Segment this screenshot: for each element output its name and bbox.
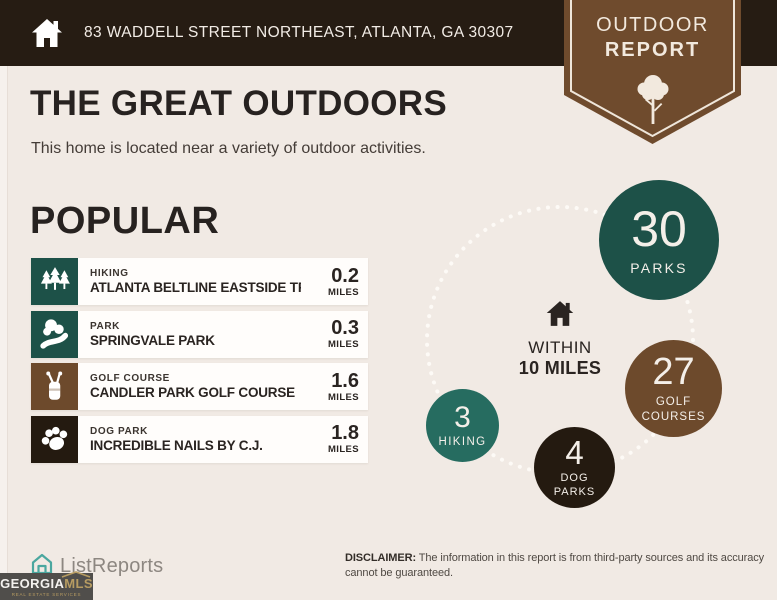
paw-icon (31, 415, 78, 463)
property-address: 83 WADDELL STREET NORTHEAST, ATLANTA, GA… (84, 24, 514, 41)
outdoor-report-badge: OUTDOOR REPORT (564, 0, 741, 144)
page-title: THE GREAT OUTDOORS (30, 84, 447, 123)
list-item-dog-park: DOG PARK INCREDIBLE NAILS BY C.J. 1.8 MI… (31, 415, 368, 463)
stat-label: HIKING (438, 436, 487, 448)
stat-bubble-parks: 30 PARKS (599, 180, 719, 300)
stat-bubble-dog-parks: 4 DOG PARKS (534, 427, 615, 508)
stat-label: GOLF COURSES (641, 396, 706, 423)
item-distance: 0.2 (331, 264, 359, 287)
badge-title: OUTDOOR REPORT (564, 14, 741, 62)
park-path-icon (31, 310, 78, 358)
popular-heading: POPULAR (30, 200, 220, 242)
item-category: DOG PARK (90, 425, 148, 437)
radius-label-line2: 10 MILES (518, 358, 602, 378)
dashed-radius-circle (425, 205, 695, 475)
badge-title-line1: OUTDOOR (596, 14, 709, 36)
disclaimer-label: DISCLAIMER: (345, 552, 417, 564)
item-distance-unit: MILES (327, 339, 359, 350)
item-category: HIKING (90, 268, 129, 279)
house-icon (545, 300, 575, 332)
stat-label: PARKS (630, 260, 688, 276)
badge-title-line2: REPORT (604, 39, 701, 61)
radius-label-line1: WITHIN (528, 338, 592, 357)
pine-trees-icon (31, 258, 78, 305)
georgia-mls-name-part2: MLS (64, 575, 93, 591)
stat-value: 27 (652, 351, 695, 394)
stat-value: 4 (565, 433, 584, 471)
home-icon (30, 18, 64, 48)
item-distance-unit: MILES (327, 444, 359, 455)
stat-bubble-golf-courses: 27 GOLF COURSES (625, 340, 722, 437)
listreports-wordmark: ListReports (60, 555, 164, 577)
list-item-hiking: HIKING ATLANTA BELTLINE EASTSIDE TRAIL 0… (31, 258, 368, 305)
page-subtitle: This home is located near a variety of o… (31, 140, 426, 157)
item-name: INCREDIBLE NAILS BY C.J. (90, 437, 263, 453)
page-left-edge (0, 66, 8, 600)
listreports-logo: ListReports (30, 552, 163, 581)
list-item-park: PARK SPRINGVALE PARK 0.3 MILES (31, 310, 368, 358)
item-category: PARK (90, 320, 120, 332)
stat-value: 3 (454, 401, 471, 434)
popular-list: HIKING ATLANTA BELTLINE EASTSIDE TRAIL 0… (31, 258, 368, 468)
item-category: GOLF COURSE (90, 373, 170, 384)
stat-label: DOG PARKS (553, 471, 596, 498)
stat-value: 30 (631, 201, 687, 257)
item-distance: 1.6 (331, 369, 359, 392)
item-name: ATLANTA BELTLINE EASTSIDE TRAIL (90, 280, 301, 295)
georgia-mls-name-part1: GEORGIA (0, 575, 65, 591)
list-item-golf-course: GOLF COURSE CANDLER PARK GOLF COURSE 1.6… (31, 363, 368, 410)
tree-icon (631, 72, 675, 131)
item-distance-unit: MILES (327, 286, 359, 298)
item-distance-unit: MILES (327, 391, 359, 403)
stat-bubble-hiking: 3 HIKING (426, 389, 499, 462)
item-distance: 0.3 (331, 317, 359, 339)
item-distance: 1.8 (331, 422, 359, 444)
golf-bag-icon (31, 363, 78, 410)
item-name: CANDLER PARK GOLF COURSE (90, 385, 295, 400)
item-name: SPRINGVALE PARK (90, 332, 215, 348)
radius-center: WITHIN 10 MILES (500, 300, 620, 379)
georgia-mls-tagline: REAL ESTATE SERVICES (11, 591, 82, 597)
georgia-mls-logo: GEORGIAMLS REAL ESTATE SERVICES (0, 570, 93, 600)
disclaimer-text: DISCLAIMER: The information in this repo… (345, 552, 765, 580)
